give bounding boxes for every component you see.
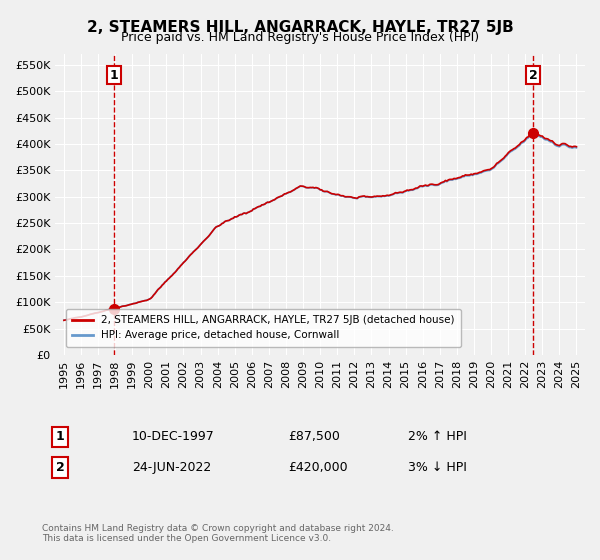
Text: 1: 1 bbox=[56, 430, 64, 444]
Text: 2% ↑ HPI: 2% ↑ HPI bbox=[408, 430, 467, 444]
Text: Price paid vs. HM Land Registry's House Price Index (HPI): Price paid vs. HM Land Registry's House … bbox=[121, 31, 479, 44]
Text: £87,500: £87,500 bbox=[288, 430, 340, 444]
Text: 3% ↓ HPI: 3% ↓ HPI bbox=[408, 461, 467, 474]
Text: £420,000: £420,000 bbox=[288, 461, 347, 474]
Text: 10-DEC-1997: 10-DEC-1997 bbox=[132, 430, 215, 444]
Legend: 2, STEAMERS HILL, ANGARRACK, HAYLE, TR27 5JB (detached house), HPI: Average pric: 2, STEAMERS HILL, ANGARRACK, HAYLE, TR27… bbox=[66, 309, 461, 347]
Text: 2: 2 bbox=[56, 461, 64, 474]
Text: Contains HM Land Registry data © Crown copyright and database right 2024.
This d: Contains HM Land Registry data © Crown c… bbox=[42, 524, 394, 543]
Text: 1: 1 bbox=[109, 69, 118, 82]
Text: 2, STEAMERS HILL, ANGARRACK, HAYLE, TR27 5JB: 2, STEAMERS HILL, ANGARRACK, HAYLE, TR27… bbox=[86, 20, 514, 35]
Text: 2: 2 bbox=[529, 69, 538, 82]
Text: 24-JUN-2022: 24-JUN-2022 bbox=[132, 461, 211, 474]
